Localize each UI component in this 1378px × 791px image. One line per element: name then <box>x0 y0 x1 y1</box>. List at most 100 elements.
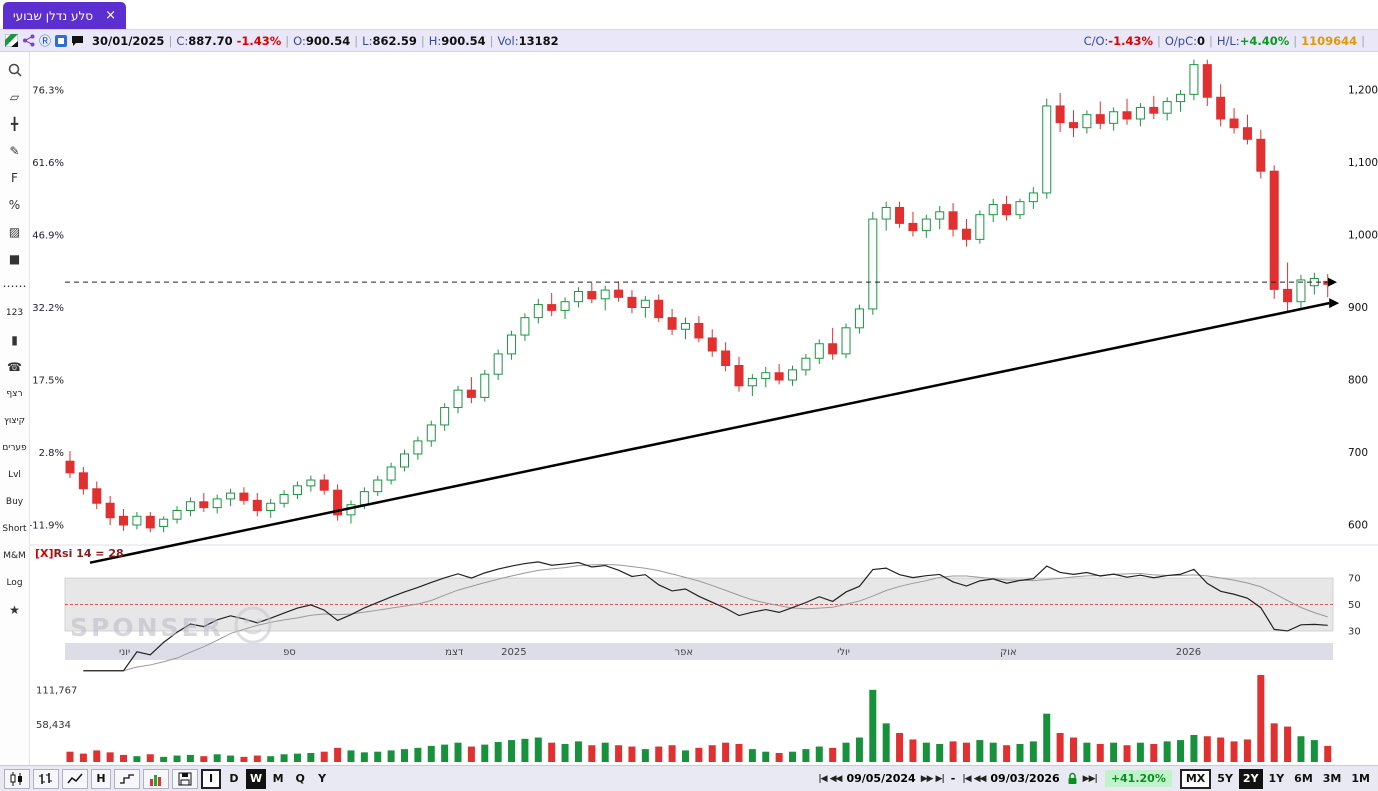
candle-body <box>239 492 249 501</box>
pencil-tool[interactable]: ✎ <box>9 143 20 158</box>
candle-body <box>600 289 610 300</box>
date-tick: אפר <box>674 647 693 658</box>
candle-body <box>614 289 624 298</box>
h-type-button[interactable]: H <box>91 768 111 789</box>
nav-end-prev-button[interactable]: ◀◀ <box>973 773 987 784</box>
volume-bar <box>494 742 502 762</box>
kitsuts-tool[interactable]: קיצוץ <box>3 415 26 426</box>
tab-close-icon[interactable]: × <box>105 8 117 23</box>
volume-bar <box>1270 723 1278 762</box>
rsi-indicator-label[interactable]: [X]Rsi 14 = 28 <box>35 547 124 560</box>
range-2y-button[interactable]: 2Y <box>1238 768 1263 789</box>
registered-icon[interactable]: Ⓡ <box>39 34 52 48</box>
line-type-button[interactable] <box>62 768 88 789</box>
fibonacci-tool[interactable]: F <box>11 170 18 185</box>
nav-start-prev-button[interactable]: ◀◀ <box>829 773 843 784</box>
volume-bar <box>441 744 449 762</box>
candle-body <box>413 440 423 455</box>
period-m-button[interactable]: M <box>272 772 284 785</box>
volume-bar <box>855 737 863 762</box>
range-6m-button[interactable]: 6M <box>1294 772 1313 785</box>
candle-body <box>1042 105 1052 194</box>
volume-type-button[interactable] <box>143 768 169 789</box>
range-buttons: MX 5Y 2Y 1Y 6M 3M 1M <box>1179 768 1374 789</box>
candle-body <box>132 515 142 526</box>
nav-end-first-button[interactable]: |◀ <box>962 773 971 784</box>
volume-bar <box>1324 745 1332 762</box>
candle-body <box>105 502 115 519</box>
candlestick-type-button[interactable] <box>4 768 30 789</box>
app-icon[interactable] <box>55 34 68 47</box>
mobile-tool[interactable]: ☎ <box>7 359 22 374</box>
period-w-button[interactable]: W <box>246 768 267 789</box>
candle-body <box>533 304 543 319</box>
candle-body <box>92 488 102 504</box>
period-y-button[interactable]: Y <box>318 772 327 785</box>
field-value: 887.70 <box>188 33 233 48</box>
period-d-button[interactable]: D <box>229 772 239 785</box>
end-date[interactable]: 09/03/2026 <box>990 772 1060 785</box>
dotted-line-tool[interactable]: ⋯⋯ <box>2 278 27 293</box>
chart-area[interactable]: SPONSER [X]Rsi 14 = 28 יוני ספ דצמ 2025 אפר י… <box>29 52 1378 765</box>
save-layout-button[interactable] <box>172 768 198 789</box>
candle-body <box>667 317 677 330</box>
candle-body <box>774 372 784 381</box>
favorite-tool[interactable]: ★ <box>9 602 20 617</box>
nav-start-first-button[interactable]: |◀ <box>818 773 827 784</box>
annotate-tool[interactable]: ▨ <box>8 224 21 239</box>
nav-start-last-button[interactable]: ▶| <box>935 773 945 784</box>
bars-type-button[interactable] <box>33 768 59 789</box>
range-5y-button[interactable]: 5Y <box>1217 772 1233 785</box>
candle-body <box>814 343 824 359</box>
volume-bar <box>427 745 435 762</box>
logo-icon[interactable] <box>5 34 18 47</box>
short-tool[interactable]: Short <box>2 523 27 534</box>
pearim-tool[interactable]: פערים <box>2 442 27 453</box>
log-tool[interactable]: Log <box>6 577 23 588</box>
volume-bar <box>896 733 904 762</box>
numbers-tool[interactable]: 123 <box>5 307 24 318</box>
volume-bar <box>267 756 275 762</box>
trend-line <box>89 301 1330 564</box>
solid-square-tool[interactable]: ■ <box>8 251 21 266</box>
stat-value: +4.40% <box>1239 33 1290 48</box>
volume-bar <box>307 752 315 762</box>
nav-start-next-button[interactable]: ▶▶ <box>920 773 934 784</box>
volume-bar <box>641 749 649 762</box>
volume-bar <box>66 751 74 762</box>
volume-bar <box>574 741 582 762</box>
volume-bar <box>227 755 235 762</box>
date-tick: ספ <box>283 647 296 658</box>
mm-tool[interactable]: M&M <box>3 550 26 561</box>
range-1m-button[interactable]: 1M <box>1351 772 1370 785</box>
crosshair-tool[interactable]: ╋ <box>10 116 19 131</box>
step-type-button[interactable] <box>114 768 140 789</box>
range-mx-button[interactable]: MX <box>1179 768 1212 789</box>
range-3m-button[interactable]: 3M <box>1322 772 1342 785</box>
volume-bar <box>1217 737 1225 762</box>
search-icon[interactable] <box>0 56 29 83</box>
share-icon[interactable] <box>22 34 35 47</box>
percent-tick: 17.5% <box>32 376 64 387</box>
lvl-tool[interactable]: Lvl <box>8 469 21 480</box>
start-date[interactable]: 09/05/2024 <box>846 772 916 785</box>
comment-icon[interactable] <box>71 35 84 47</box>
price-chart-canvas[interactable]: יוני ספ דצמ 2025 אפר יולי אוק 2026 1,200 1,100 1,0… <box>29 52 1378 765</box>
period-q-button[interactable]: Q <box>295 772 305 785</box>
chart-tab[interactable]: סלע נדלן שבועי × <box>3 2 127 29</box>
candle-body <box>386 466 396 481</box>
candle-body <box>975 214 985 240</box>
lock-icon[interactable] <box>1067 772 1078 785</box>
indicator-box-button[interactable]: I <box>201 768 221 789</box>
volume-bar <box>829 747 837 762</box>
buy-tool[interactable]: Buy <box>5 496 24 507</box>
percent-tool[interactable]: % <box>8 197 21 212</box>
eraser-tool[interactable]: ▱ <box>9 89 20 104</box>
rsi-close-icon[interactable]: [X] <box>35 547 54 560</box>
candle-body <box>1229 118 1239 129</box>
nav-end-last-button[interactable]: ▶▶| <box>1082 773 1098 784</box>
separator: | <box>489 33 494 48</box>
volume-bar-tool[interactable]: ▮ <box>11 332 18 347</box>
range-1y-button[interactable]: 1Y <box>1268 772 1285 785</box>
retzef-tool[interactable]: רצף <box>6 388 23 399</box>
